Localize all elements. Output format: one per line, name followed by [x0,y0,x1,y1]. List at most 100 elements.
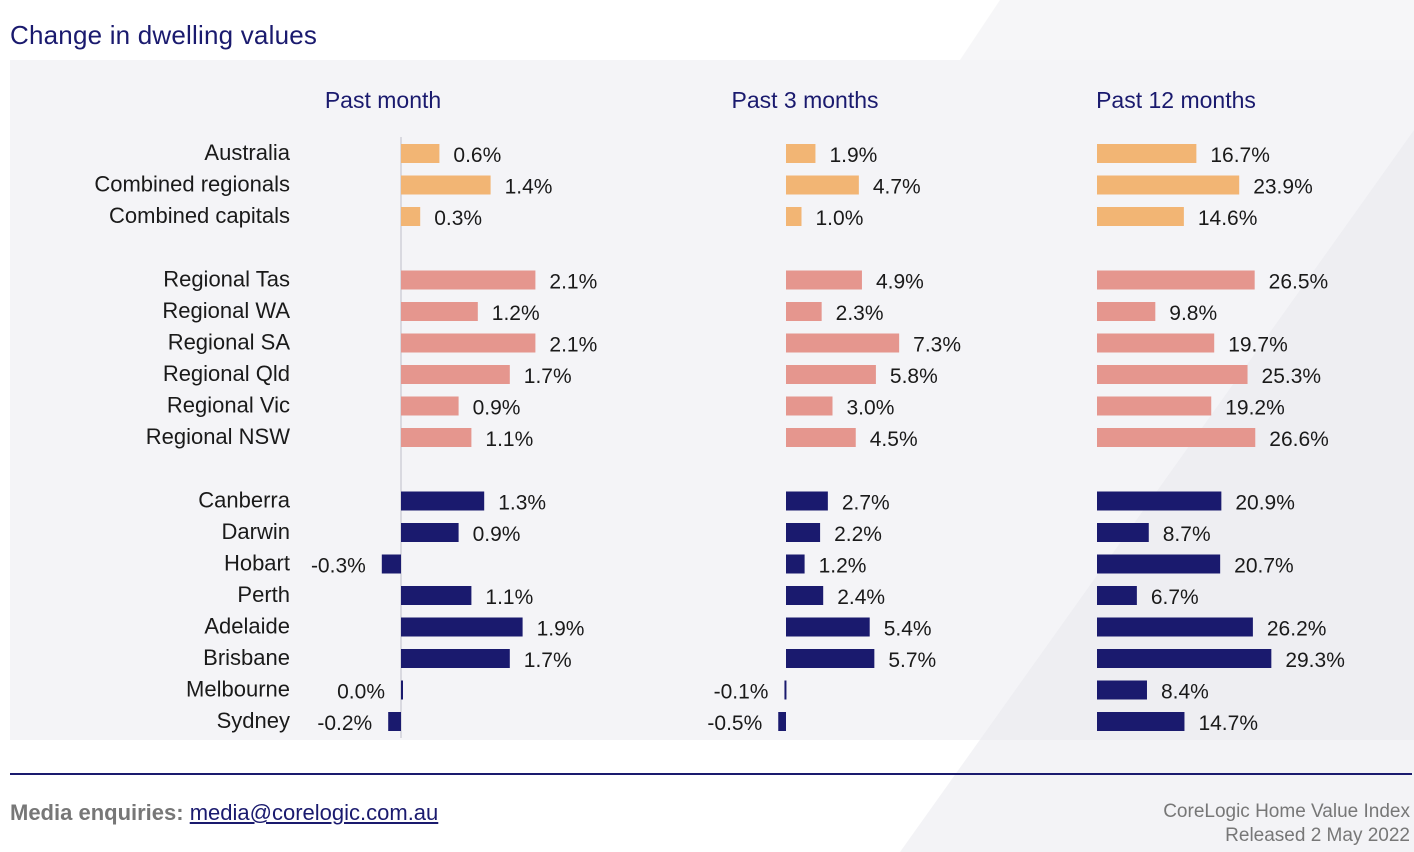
category-label: Combined capitals [109,203,290,228]
data-label: 2.3% [836,302,884,325]
data-label: 29.3% [1285,649,1345,672]
series-header: Past 12 months [1096,87,1256,113]
index-name: CoreLogic Home Value Index [1163,801,1410,822]
media-label: Media enquiries: [10,800,184,825]
category-label: Australia [204,140,290,165]
data-label: 5.8% [890,365,938,388]
data-label: 4.9% [876,271,924,294]
data-label: 14.6% [1198,207,1258,230]
bar [786,144,816,163]
category-label: Regional Vic [167,393,290,418]
data-label: 1.9% [829,144,877,167]
category-label: Regional NSW [146,424,291,449]
data-label: 2.2% [834,523,882,546]
data-label: 1.3% [498,492,546,515]
bar [786,175,859,195]
bar [401,586,472,605]
data-label: 1.1% [485,428,533,451]
data-label: 8.4% [1161,681,1209,704]
data-label: 1.4% [505,176,553,199]
bar [1097,175,1240,195]
data-label: 1.0% [816,207,864,230]
bar [1097,680,1147,700]
bar [786,396,833,416]
bar [1097,523,1149,542]
source-note: CoreLogic Home Value Index Released 2 Ma… [1163,800,1410,848]
bar [401,175,491,195]
data-label: 5.4% [884,618,932,641]
bar [1097,270,1255,290]
series-header: Past month [325,87,441,113]
bar [1097,333,1215,353]
data-label: 19.2% [1225,397,1285,420]
bar [786,428,856,447]
bar [786,365,876,384]
data-label: -0.3% [311,555,366,578]
data-label: -0.5% [707,712,762,735]
data-label: 1.9% [537,618,585,641]
data-label: 7.3% [913,334,961,357]
bar [1097,617,1253,637]
bar [401,396,459,416]
category-label: Regional Tas [163,267,290,292]
category-label: Brisbane [203,645,290,670]
bar [401,680,403,700]
category-label: Perth [237,582,290,607]
bar [401,207,421,226]
bar [1097,302,1156,321]
category-label: Regional SA [168,330,291,355]
media-enquiries: Media enquiries: media@corelogic.com.au [10,800,438,826]
bar [786,207,802,226]
data-label: 5.7% [888,649,936,672]
bar [786,491,828,511]
bar [401,144,440,163]
data-label: 1.7% [524,649,572,672]
bar [1097,586,1137,605]
release-date: Released 2 May 2022 [1225,825,1410,846]
data-label: 0.3% [434,207,482,230]
footer-divider [10,773,1412,775]
data-label: 26.2% [1267,618,1327,641]
data-label: -0.1% [714,681,769,704]
media-email-link[interactable]: media@corelogic.com.au [189,800,439,825]
category-label: Adelaide [204,614,290,639]
bar [401,333,536,353]
bar [786,649,875,668]
bar [786,586,824,605]
bar [381,554,401,574]
data-label: 0.0% [337,681,385,704]
data-label: 25.3% [1262,365,1322,388]
data-label: 0.9% [473,397,521,420]
data-label: 14.7% [1198,712,1258,735]
data-label: 4.7% [873,176,921,199]
data-label: 26.5% [1269,271,1329,294]
bar [784,680,787,700]
bar [401,649,510,668]
data-label: 1.7% [524,365,572,388]
bar [786,302,822,321]
bar [1097,554,1221,574]
data-label: 1.2% [819,555,867,578]
data-label: 23.9% [1253,176,1313,199]
bar [1097,207,1184,226]
data-label: 6.7% [1151,586,1199,609]
bar [401,523,459,542]
data-label: 20.7% [1234,555,1294,578]
category-label: Sydney [217,708,290,733]
data-label: 26.6% [1269,428,1329,451]
data-label: 20.9% [1235,492,1295,515]
category-label: Regional WA [162,298,290,323]
bar [786,270,862,290]
bar [1097,365,1248,384]
bar [786,554,805,574]
bar [401,428,472,447]
data-label: 16.7% [1210,144,1270,167]
category-label: Darwin [222,519,290,544]
bar [786,523,821,542]
data-label: 2.4% [837,586,885,609]
bar [401,270,536,290]
category-label: Canberra [198,488,290,513]
bar [1097,144,1197,163]
chart-title: Change in dwelling values [10,20,318,50]
data-label: 2.7% [842,492,890,515]
